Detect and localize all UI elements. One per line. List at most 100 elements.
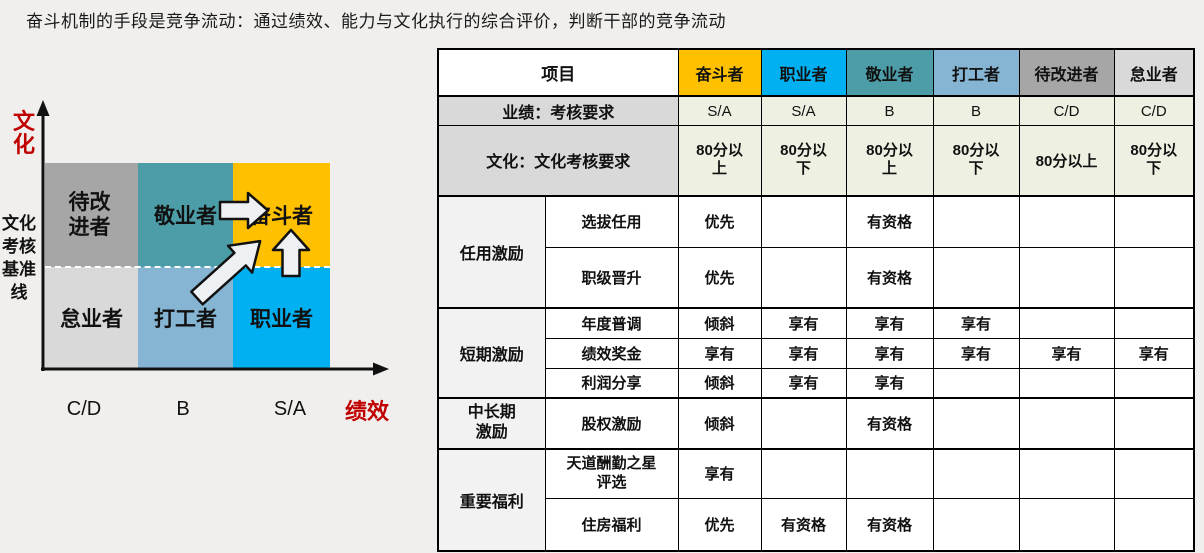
row-label: 文化：文化考核要求 <box>437 125 679 196</box>
cell <box>932 247 1020 308</box>
cell <box>845 447 934 499</box>
cell <box>1018 306 1115 339</box>
cell <box>1018 447 1115 499</box>
cell: 有资格 <box>760 498 847 551</box>
cell: 享有 <box>760 338 847 369</box>
cell <box>932 396 1020 449</box>
corner-header: 项目 <box>437 48 679 97</box>
culture-baseline-label: 文化考核基准线 <box>2 214 36 302</box>
matrix-cell-daigaijinzhe: 待改进者 <box>45 163 138 267</box>
cell: 享有 <box>845 338 934 369</box>
performance-requirement-row: 业绩：考核要求 S/A S/A B B C/D C/D <box>437 95 1195 126</box>
cell <box>1018 396 1115 449</box>
page-title: 奋斗机制的手段是竞争流动：通过绩效、能力与文化执行的综合评价，判断干部的竞争流动 <box>26 12 726 31</box>
role-header-daiyezhe: 怠业者 <box>1113 48 1195 97</box>
group-label-renyong: 任用激励 <box>437 194 546 308</box>
cell <box>1018 194 1115 248</box>
cell: 享有 <box>932 306 1020 339</box>
cell <box>1113 194 1195 248</box>
cell: 享有 <box>845 306 934 339</box>
cell: 优先 <box>677 247 762 308</box>
role-header-dagongzhe: 打工者 <box>932 48 1020 97</box>
cell: 有资格 <box>845 194 934 248</box>
cell: 享有 <box>1113 338 1195 369</box>
role-header-jingyezhe: 敬业者 <box>845 48 934 97</box>
cell: C/D <box>1018 95 1115 126</box>
cell <box>1113 447 1195 499</box>
item-label: 天道酬勤之星评选 <box>544 447 679 499</box>
culture-baseline-line <box>45 266 330 268</box>
group-label-zhongchangqi: 中长期激励 <box>437 396 546 449</box>
table-row: 任用激励 选拔任用 优先 有资格 <box>437 194 1195 308</box>
table-row: 利润分享 倾斜 享有 享有 <box>438 368 1195 398</box>
cell: 优先 <box>677 498 762 551</box>
x-tick-sa: S/A <box>273 398 307 420</box>
matrix-cell-fendouzhe: 奋斗者 <box>233 163 330 267</box>
cell <box>932 194 1020 248</box>
cell: 优先 <box>677 194 762 248</box>
cell: B <box>845 95 934 126</box>
cell: 80分以下 <box>932 125 1020 196</box>
table-row: 短期激励 年度普调 倾斜 享有 享有 享有 <box>437 306 1195 398</box>
cell: 80分以上 <box>1018 125 1115 196</box>
cell <box>1113 306 1195 339</box>
cell: S/A <box>677 95 762 126</box>
table-row: 重要福利 天道酬勤之星评选 享有 <box>437 447 1195 551</box>
cell <box>932 447 1020 499</box>
matrix-cell-daiyezhe: 怠业者 <box>45 267 138 368</box>
incentive-table: 项目 奋斗者 职业者 敬业者 打工者 待改进者 怠业者 业绩：考核要求 S/A … <box>437 48 1195 552</box>
cell: 享有 <box>677 338 762 369</box>
cell: 有资格 <box>845 247 934 308</box>
y-axis-arrow-icon <box>36 100 50 116</box>
cell: 有资格 <box>845 396 934 449</box>
item-label: 利润分享 <box>544 368 679 398</box>
cell: S/A <box>760 95 847 126</box>
cell: 享有 <box>677 447 762 499</box>
culture-requirement-row: 文化：文化考核要求 80分以上 80分以下 80分以上 80分以下 80分以上 … <box>437 125 1195 196</box>
cell: B <box>932 95 1020 126</box>
group-label-duanqi: 短期激励 <box>437 306 546 398</box>
cell <box>932 368 1020 398</box>
x-tick-cd: C/D <box>66 398 102 420</box>
item-label: 住房福利 <box>544 498 679 551</box>
item-label: 股权激励 <box>544 396 679 449</box>
cell <box>760 194 847 248</box>
cell: 80分以下 <box>760 125 847 196</box>
table-row: 住房福利 优先 有资格 有资格 <box>438 498 1195 551</box>
cell: 享有 <box>760 306 847 339</box>
role-header-zhiyezhe: 职业者 <box>760 48 847 97</box>
incentive-table-wrap: 项目 奋斗者 职业者 敬业者 打工者 待改进者 怠业者 业绩：考核要求 S/A … <box>437 48 1195 552</box>
item-label: 职级晋升 <box>544 247 679 308</box>
cell: 倾斜 <box>677 396 762 449</box>
cell <box>760 396 847 449</box>
cell <box>760 447 847 499</box>
row-label: 业绩：考核要求 <box>437 95 679 126</box>
cell <box>1113 368 1195 398</box>
cell <box>1113 396 1195 449</box>
cell: 有资格 <box>845 498 934 551</box>
item-label: 绩效奖金 <box>544 338 679 369</box>
cell <box>932 498 1020 551</box>
cell: 80分以上 <box>677 125 762 196</box>
role-header-daigaijinzhe: 待改进者 <box>1018 48 1115 97</box>
header-row: 项目 奋斗者 职业者 敬业者 打工者 待改进者 怠业者 <box>437 48 1195 97</box>
table-row: 职级晋升 优先 有资格 <box>438 247 1195 308</box>
cell: 享有 <box>845 368 934 398</box>
cell: C/D <box>1113 95 1195 126</box>
cell <box>1018 247 1115 308</box>
table-row: 中长期激励 股权激励 倾斜 有资格 <box>437 396 1195 449</box>
x-axis-arrow-icon <box>373 362 389 376</box>
cell <box>1113 247 1195 308</box>
cell <box>1018 498 1115 551</box>
matrix-cell-zhiyezhe: 职业者 <box>233 267 330 368</box>
cell <box>1113 498 1195 551</box>
competition-matrix: 文化 文化考核基准线 待改进者 敬业者 奋斗者 怠业者 打工者 职业者 C/D … <box>0 0 436 553</box>
matrix-cell-dagongzhe: 打工者 <box>138 267 233 368</box>
cell: 倾斜 <box>677 368 762 398</box>
group-label-zhongyaofuli: 重要福利 <box>437 447 546 551</box>
cell: 享有 <box>932 338 1020 369</box>
cell: 80分以下 <box>1113 125 1195 196</box>
cell: 80分以上 <box>845 125 934 196</box>
role-header-fendouzhe: 奋斗者 <box>677 48 762 97</box>
